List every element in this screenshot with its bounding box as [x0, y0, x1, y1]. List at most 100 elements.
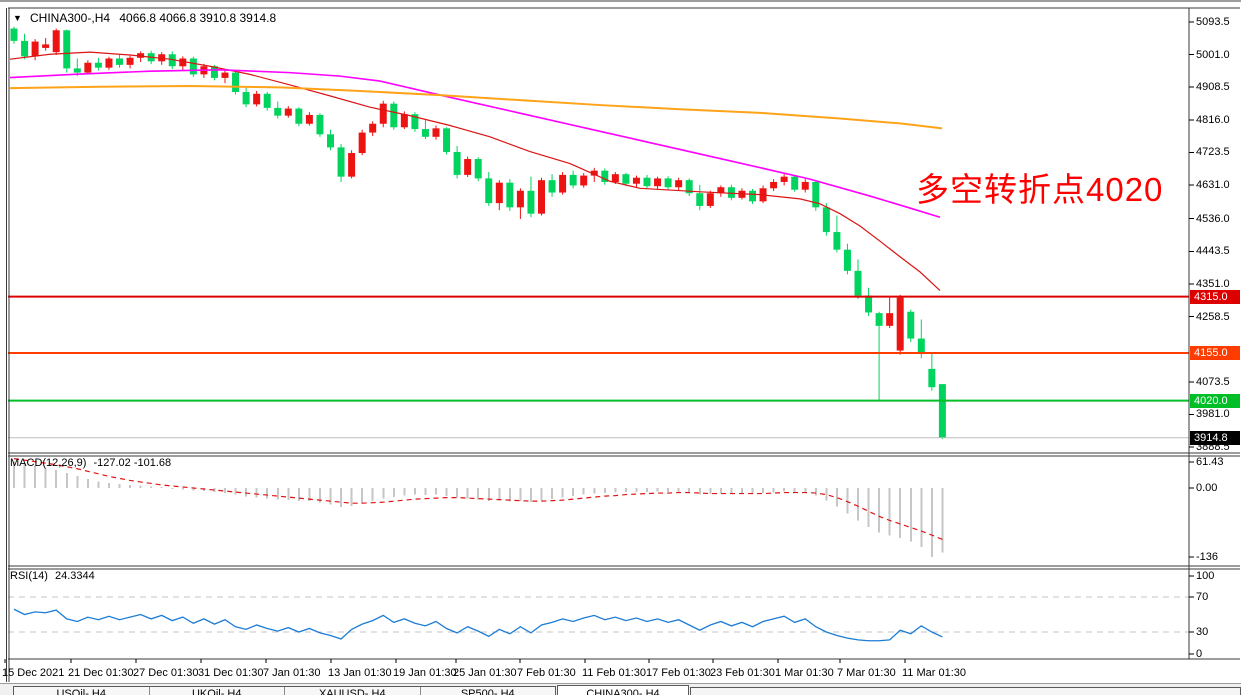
candle: [569, 170, 577, 189]
candle: [622, 172, 630, 187]
candle: [168, 51, 176, 70]
ma-mid-magenta: [9, 68, 941, 218]
bottom-tab-xauusd-h4[interactable]: XAUUSD-,H4: [285, 687, 421, 695]
macd-histogram: [13, 461, 944, 557]
candle: [717, 185, 725, 197]
candle: [896, 294, 904, 355]
current-price-badge: 3914.8: [1190, 430, 1240, 445]
price-tick-label: 4816.0: [1196, 113, 1230, 126]
time-axis-label: 23 Feb 01:30: [710, 667, 775, 679]
candle: [559, 172, 567, 195]
candle: [801, 179, 809, 193]
candle: [179, 56, 187, 70]
chart-symbol-period: CHINA300-,H4: [30, 11, 111, 25]
price-tick-label: 5001.0: [1196, 48, 1230, 61]
candle: [495, 180, 503, 211]
macd-indicator-label: MACD(12,26,9) -127.02 -101.68: [10, 457, 175, 469]
macd-signal-line: [13, 458, 943, 541]
candle: [548, 174, 556, 197]
price-tick-label: 4908.5: [1196, 81, 1230, 94]
candle: [516, 188, 524, 219]
candle: [938, 384, 946, 440]
macd-values: -127.02 -101.68: [93, 457, 172, 469]
time-axis-label: 19 Jan 01:30: [393, 667, 457, 679]
price-tick-label: 4258.5: [1196, 310, 1230, 323]
macd-tick-label: 0.00: [1196, 482, 1218, 494]
time-axis-label: 21 Dec 01:30: [68, 667, 134, 679]
rsi-tick-label: 30: [1196, 626, 1209, 638]
ma-fast-red: [9, 51, 941, 292]
candle: [453, 145, 461, 179]
bottom-tab-usoil-h4[interactable]: USOil-,H4: [14, 687, 150, 695]
candle: [907, 309, 915, 343]
chevron-down-icon[interactable]: ▼: [13, 13, 22, 23]
candle: [21, 33, 29, 60]
rsi-tick-label: 70: [1196, 591, 1209, 603]
candle: [643, 174, 651, 189]
candle: [706, 190, 714, 209]
candle: [369, 121, 377, 137]
candle: [696, 184, 704, 211]
candle: [221, 69, 229, 84]
macd-tick-label: 61.43: [1196, 456, 1224, 468]
candle: [337, 143, 345, 182]
candle: [875, 311, 883, 400]
candle: [632, 175, 640, 188]
level-badge-4315.0: 4315.0: [1190, 289, 1240, 304]
price-tick-label: 3981.0: [1196, 408, 1230, 421]
bottom-tab-ukoil-h4[interactable]: UKOil-,H4: [150, 687, 285, 695]
tab-group: USOil-,H4 UKOil-,H4 XAUUSD-,H4 SP500-,H4: [13, 686, 556, 695]
level-badge-4155.0: 4155.0: [1190, 346, 1240, 360]
candle: [580, 173, 588, 188]
candle: [865, 287, 873, 316]
time-axis-label: 1 Mar 01:30: [775, 667, 834, 679]
candle: [379, 100, 387, 128]
candle: [52, 28, 60, 55]
candle: [390, 101, 398, 130]
window-tab-strip: USOil-,H4 UKOil-,H4 XAUUSD-,H4 SP500-,H4 CH…: [0, 683, 1241, 695]
candle: [42, 38, 50, 51]
chart-ohlc-values: 4066.8 4066.8 3910.8 3914.8: [119, 11, 277, 25]
candle: [538, 177, 545, 216]
candle: [464, 156, 472, 178]
level-badge-4020.0: 4020.0: [1190, 393, 1240, 408]
candle: [727, 184, 735, 201]
candle: [506, 179, 514, 211]
candle: [263, 92, 271, 111]
rsi-indicator-label: RSI(14) 24.3344: [10, 570, 99, 582]
candle: [274, 101, 282, 119]
candle: [31, 39, 39, 61]
candles: [10, 26, 946, 440]
rsi-line: [13, 608, 943, 642]
candle: [812, 180, 820, 211]
rsi-tick-label: 0: [1196, 648, 1203, 660]
candle: [84, 60, 92, 75]
bottom-tab-sp500-h4[interactable]: SP500-,H4: [460, 688, 515, 695]
chart-title: CHINA300-,H4 4066.8 4066.8 3910.8 3914.8: [30, 11, 282, 25]
axis-tick-marks: [4, 21, 1194, 663]
candle: [421, 119, 429, 139]
candle: [474, 157, 482, 182]
candle: [305, 112, 313, 126]
candle: [348, 150, 356, 179]
candle: [791, 174, 799, 192]
time-axis-label: 7 Jan 01:30: [263, 667, 321, 679]
candle: [685, 178, 693, 197]
candle: [443, 127, 451, 155]
tab-china300[interactable]: CHINA300-,H4: [557, 685, 689, 695]
candle: [527, 176, 535, 218]
candle: [432, 125, 440, 140]
candle: [189, 56, 197, 77]
tab-strip-spacer: [690, 687, 1241, 695]
candle: [94, 57, 102, 71]
time-axis-label: 17 Feb 01:30: [646, 667, 711, 679]
price-tick-label: 4631.0: [1196, 179, 1230, 192]
rsi-value: 24.3344: [54, 570, 95, 582]
candle: [833, 215, 841, 253]
candle: [10, 26, 18, 44]
candle: [822, 203, 830, 236]
time-axis-label: 11 Mar 01:30: [902, 667, 967, 679]
time-axis-label: 13 Jan 01:30: [328, 667, 392, 679]
